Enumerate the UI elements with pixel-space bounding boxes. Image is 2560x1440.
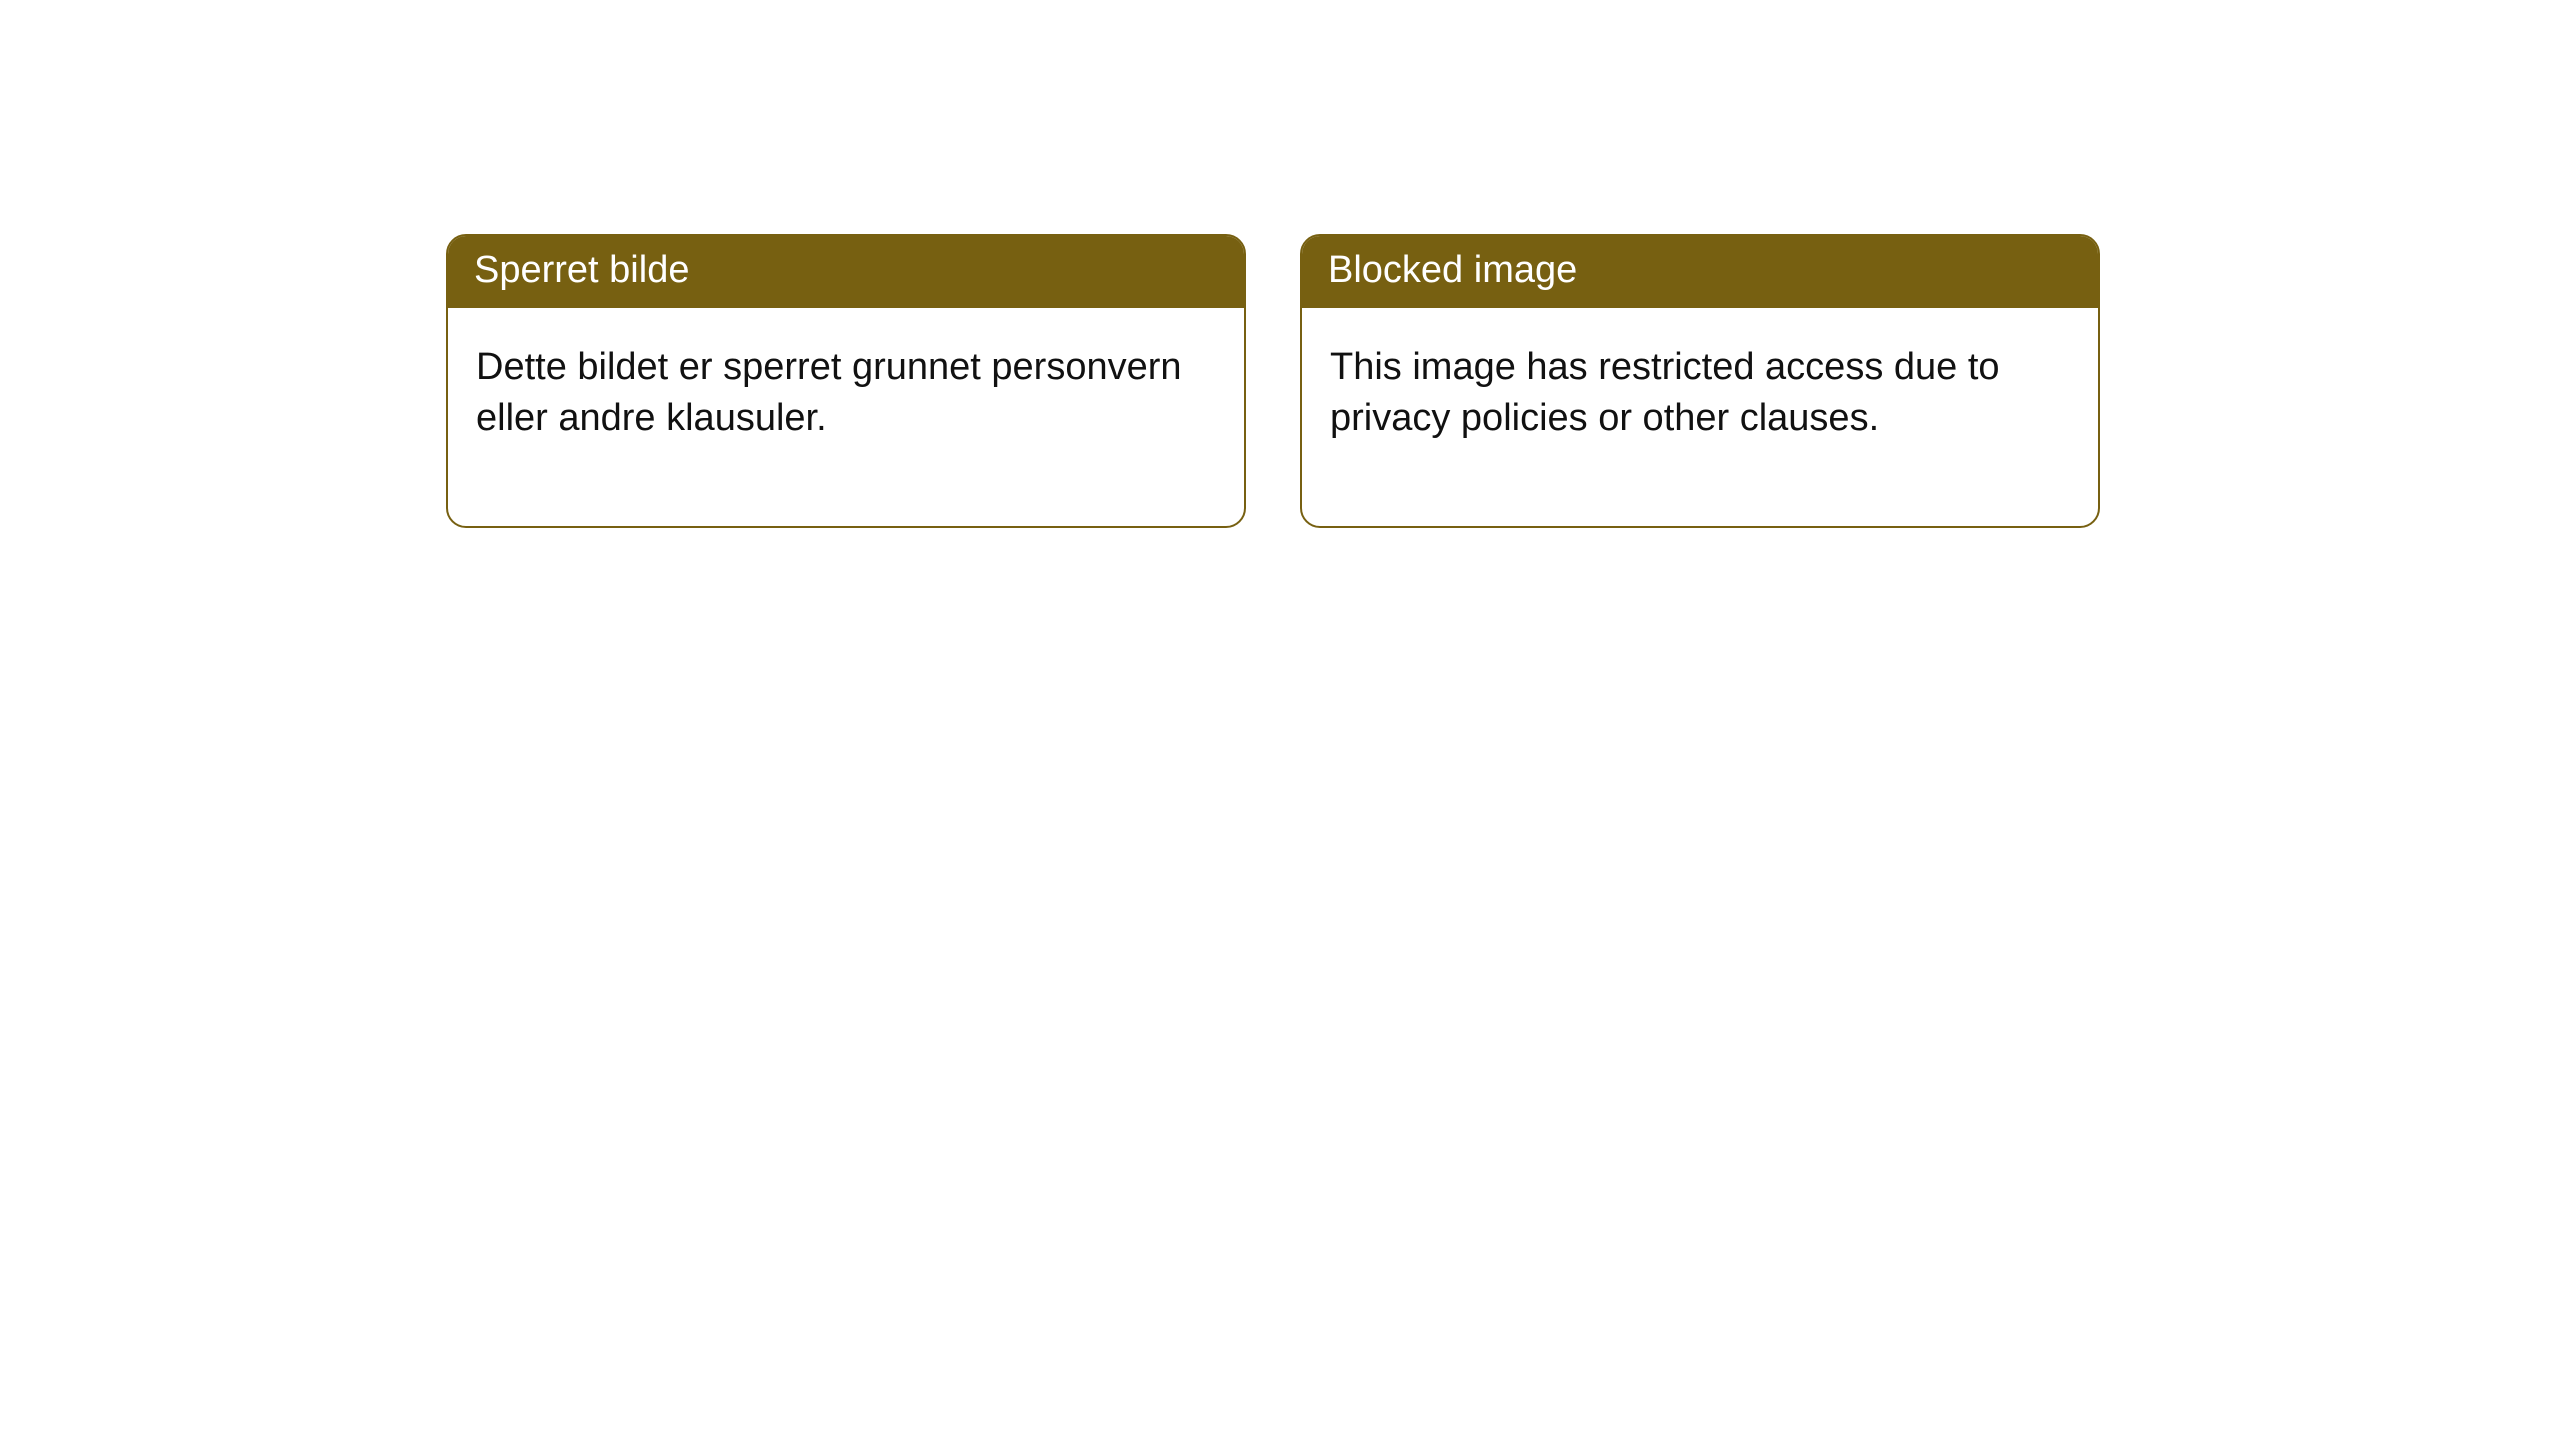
notice-card-title: Blocked image [1302,236,2098,308]
notice-card-body: This image has restricted access due to … [1302,308,2098,527]
notice-card-body: Dette bildet er sperret grunnet personve… [448,308,1244,527]
notice-card-no: Sperret bilde Dette bildet er sperret gr… [446,234,1246,528]
notice-container: Sperret bilde Dette bildet er sperret gr… [0,0,2560,528]
notice-card-en: Blocked image This image has restricted … [1300,234,2100,528]
notice-card-title: Sperret bilde [448,236,1244,308]
